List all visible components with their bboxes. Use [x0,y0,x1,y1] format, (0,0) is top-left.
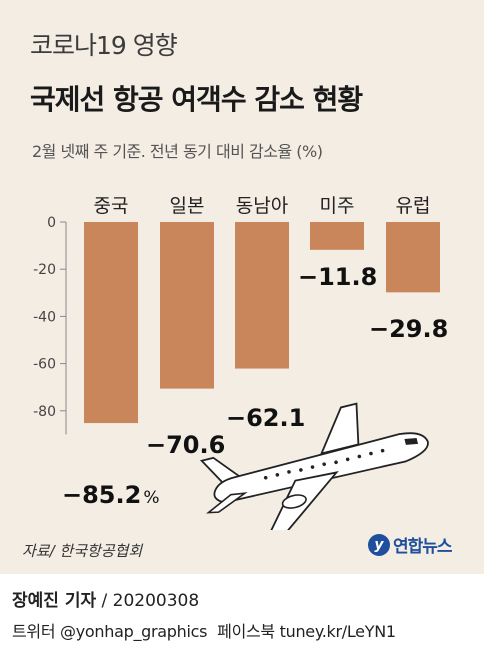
logo-mark: y [368,533,390,556]
value-labels: −85.2 % −70.6−62.1 −11.8 −29.8 [62,263,448,509]
value-label: −85.2% [62,481,159,509]
value-label: −11.8 [298,263,377,291]
value-unit: % [143,488,159,508]
y-tick-label: 0 [47,215,56,231]
bar [235,222,289,369]
category-label: 일본 [170,195,205,217]
bar-chart: 0 -20 -40 -60 -80 중국 일본 동남아 미주 유럽 −85.2 % −70.6−62… [33,195,448,530]
category-label: 미주 [320,195,355,217]
y-tick-label: -20 [33,262,56,278]
category-label: 중국 [94,195,129,217]
bar [310,222,364,250]
facebook-link: 페이스북 tuney.kr/LeYN1 [217,622,396,641]
chart-subtitle: 코로나19 영향 [30,31,178,60]
yonhap-logo-icon: y 연합뉴스 [368,532,453,557]
category-label: 유럽 [396,195,431,217]
chart-title: 국제선 항공 여객수 감소 현황 [30,83,363,116]
bar [84,222,138,424]
category-labels: 중국 일본 동남아 미주 유럽 [94,195,431,217]
bar [160,222,214,389]
reporter-name: 장예진 기자 [12,591,97,611]
y-tick-label: -80 [33,404,56,420]
y-tick-label: -40 [33,309,56,325]
value-label: −70.6 [146,431,225,459]
value-label: −62.1 [226,404,305,432]
social-links: 트위터 @yonhap_graphics 페이스북 tuney.kr/LeYN1 [12,618,396,642]
y-axis: 0 -20 -40 -60 -80 [33,215,67,435]
airplane-icon [199,402,429,530]
bars [84,222,440,424]
logo-text: 연합뉴스 [393,537,453,557]
value-label: −29.8 [369,315,448,343]
twitter-handle: 트위터 @yonhap_graphics [12,622,208,641]
y-tick-label: -60 [33,357,56,373]
source-note: 자료/ 한국항공협회 [22,542,143,560]
publish-date: / 20200308 [96,591,200,611]
byline: 장예진 기자 / 20200308 [12,586,199,611]
category-label: 동남아 [236,195,288,217]
bar [386,222,440,293]
chart-note: 2월 넷째 주 기준. 전년 동기 대비 감소율 (%) [32,142,323,161]
